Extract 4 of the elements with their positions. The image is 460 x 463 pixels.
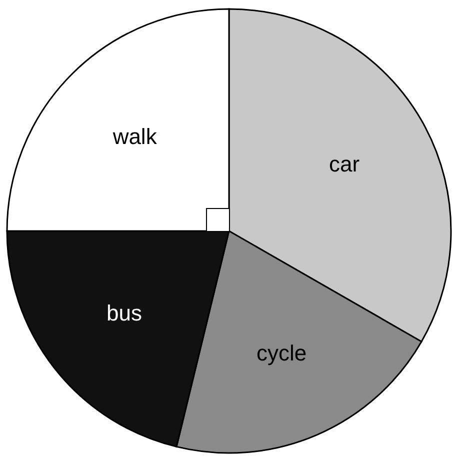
slice-label: walk <box>112 124 158 149</box>
slice-label: bus <box>106 300 142 326</box>
slice-label: cycle <box>256 340 307 366</box>
slice-label: car <box>329 151 360 176</box>
